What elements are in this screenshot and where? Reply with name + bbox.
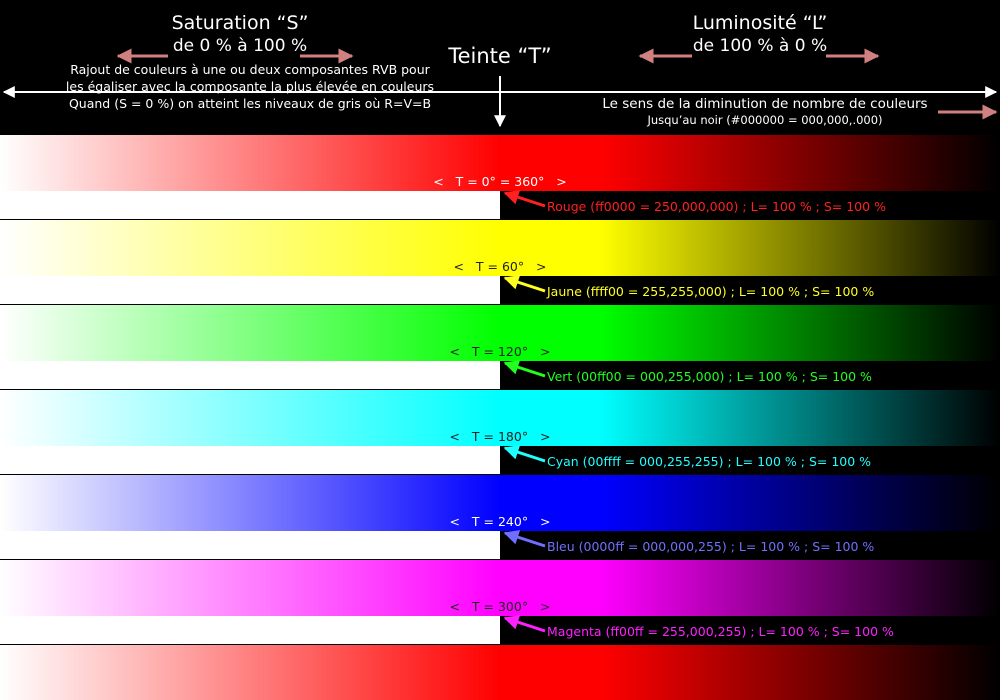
- hue-band-3: [0, 305, 1000, 361]
- black-strip: [500, 276, 1000, 304]
- white-strip: [0, 616, 500, 644]
- saturation-title: Saturation “S”: [171, 12, 309, 34]
- black-text: Jusqu’au noir (#000000 = 000,000,.000): [647, 113, 883, 127]
- saturation-description-line-3: Quand (S = 0 %) on atteint les niveaux d…: [68, 96, 432, 111]
- hue-title: Teinte “T”: [448, 44, 552, 68]
- hue-band-1: [0, 135, 1000, 191]
- color-description: Vert (00ff00 = 000,255,000) ; L= 100 % ;…: [547, 369, 872, 384]
- hue-band-6: [0, 560, 1000, 616]
- color-description: Jaune (ffff00 = 255,255,000) ; L= 100 % …: [547, 284, 875, 299]
- pointer-arrow: [503, 360, 546, 378]
- color-description: Cyan (00ffff = 000,255,255) ; L= 100 % ;…: [547, 454, 872, 469]
- white-strip: [0, 361, 500, 389]
- black-strip: [500, 191, 1000, 219]
- hue-angle-label: < T = 300° >: [449, 599, 551, 614]
- saturation-description-line-1: Rajout de couleurs à une ou deux composa…: [70, 62, 430, 77]
- header-arrows: [2, 48, 998, 128]
- hue-angle-label: < T = 180° >: [449, 429, 551, 444]
- header-panel: Saturation “S” de 0 % à 100 % Luminosité…: [0, 0, 1000, 135]
- pointer-arrow: [503, 615, 546, 633]
- luminosity-range: de 100 % à 0 %: [692, 36, 828, 56]
- hue-band-bottom: [0, 645, 1000, 700]
- white-strip: [0, 446, 500, 474]
- luminosity-title: Luminosité “L”: [692, 12, 828, 34]
- hue-band-5: [0, 475, 1000, 531]
- black-strip: [500, 616, 1000, 644]
- color-description: Magenta (ff00ff = 255,000,255) ; L= 100 …: [547, 624, 894, 639]
- white-strip: [0, 191, 500, 219]
- hue-band-4: [0, 390, 1000, 446]
- color-description: Bleu (0000ff = 000,000,255) ; L= 100 % ;…: [547, 539, 875, 554]
- pointer-arrow: [503, 275, 546, 293]
- black-strip: [500, 361, 1000, 389]
- black-strip: [500, 446, 1000, 474]
- hue-angle-label: < T = 240° >: [449, 514, 551, 529]
- black-strip: [500, 531, 1000, 559]
- hue-angle-label: < T = 60° >: [453, 259, 547, 274]
- saturation-range: de 0 % à 100 %: [172, 36, 308, 56]
- pointer-arrow: [503, 190, 546, 208]
- white-strip: [0, 531, 500, 559]
- color-description: Rouge (ff0000 = 250,000,000) ; L= 100 % …: [547, 199, 886, 214]
- hue-angle-label: < T = 0° = 360° >: [433, 174, 567, 189]
- direction-text: Le sens de la diminution de nombre de co…: [602, 96, 928, 112]
- white-strip: [0, 276, 500, 304]
- hue-angle-label: < T = 120° >: [449, 344, 551, 359]
- pointer-arrow: [503, 445, 546, 463]
- hue-band-2: [0, 220, 1000, 276]
- pointer-arrow: [503, 530, 546, 548]
